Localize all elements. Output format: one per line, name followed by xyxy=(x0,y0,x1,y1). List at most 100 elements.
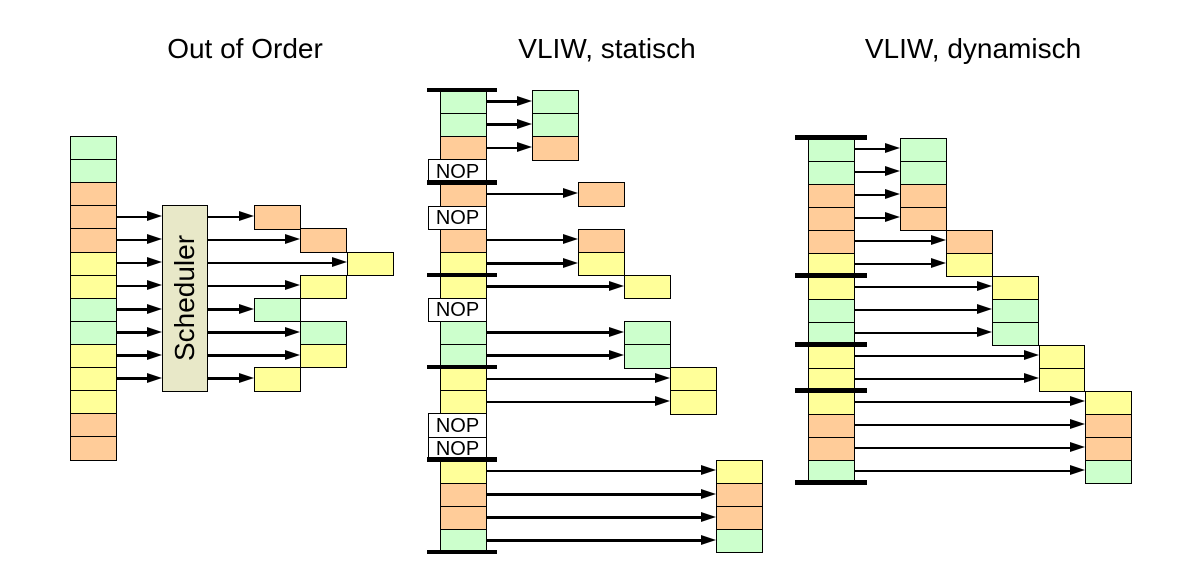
arrow-line xyxy=(487,192,566,196)
instruction-block xyxy=(808,206,855,231)
arrow-line xyxy=(117,377,150,380)
issue-slot-block xyxy=(716,505,763,531)
arrow-head xyxy=(239,211,254,222)
instruction-block xyxy=(808,344,855,369)
arrow-line xyxy=(487,516,704,519)
arrow-line xyxy=(487,354,612,357)
arrow-head xyxy=(977,327,993,338)
word-divider xyxy=(427,364,497,370)
issue-slot-block xyxy=(578,182,625,207)
arrow-head xyxy=(1023,350,1039,361)
arrow-head xyxy=(885,143,900,154)
word-divider xyxy=(427,549,497,555)
issue-slot-block xyxy=(532,136,579,161)
arrow-line xyxy=(208,284,289,288)
issue-slot-block xyxy=(578,251,625,277)
instruction-block xyxy=(808,459,855,484)
arrow-head xyxy=(655,396,670,407)
arrow-head xyxy=(285,326,301,337)
instruction-block xyxy=(70,205,117,230)
arrow-head xyxy=(701,488,716,499)
issue-slot-block xyxy=(992,275,1040,300)
issue-slot-block xyxy=(532,90,579,115)
issue-slot-block xyxy=(624,274,671,300)
word-divider xyxy=(427,87,497,93)
issued-instruction-block xyxy=(254,297,301,323)
issue-slot-block xyxy=(900,137,947,162)
issue-slot-block xyxy=(1084,413,1132,438)
instruction-block xyxy=(808,137,855,162)
nop-block: NOP xyxy=(428,205,487,231)
arrow-head xyxy=(331,257,347,268)
word-divider xyxy=(427,180,497,185)
word-divider xyxy=(795,388,867,393)
arrow-head xyxy=(885,189,900,200)
panel-title-vliw-static: VLIW, statisch xyxy=(518,33,696,64)
arrow-line xyxy=(854,193,888,197)
arrow-line xyxy=(208,377,242,380)
arrow-line xyxy=(854,308,981,312)
instruction-block xyxy=(440,344,487,369)
issue-slot-block xyxy=(900,183,947,208)
arrow-line xyxy=(117,215,150,219)
arrow-head xyxy=(147,257,162,268)
arrow-head xyxy=(977,304,993,315)
arrow-line xyxy=(854,170,888,174)
arrow-line xyxy=(117,331,150,334)
issued-instruction-block xyxy=(300,274,348,300)
issue-slot-block xyxy=(532,113,579,138)
arrow-head xyxy=(609,326,624,337)
arrow-head xyxy=(147,303,162,314)
word-divider xyxy=(795,342,867,347)
arrow-head xyxy=(1069,419,1085,430)
arrow-line xyxy=(854,423,1073,427)
arrow-line xyxy=(487,285,612,288)
arrow-head xyxy=(931,258,947,269)
arrow-head xyxy=(1023,373,1039,384)
issued-instruction-block xyxy=(300,228,348,253)
arrow-line xyxy=(117,354,150,357)
arrow-line xyxy=(117,284,150,288)
word-divider xyxy=(795,480,867,485)
instruction-block xyxy=(808,183,855,208)
arrow-line xyxy=(117,261,150,265)
arrow-head xyxy=(147,326,162,337)
instruction-block xyxy=(808,436,855,461)
arrow-head xyxy=(609,349,624,360)
arrow-line xyxy=(854,377,1027,381)
issue-slot-block xyxy=(1038,344,1086,369)
arrow-line xyxy=(117,238,150,242)
panel-title-out-of-order: Out of Order xyxy=(167,33,323,64)
arrow-line xyxy=(854,331,981,335)
instruction-block xyxy=(70,251,117,277)
instruction-block xyxy=(440,390,487,415)
issue-slot-block xyxy=(1084,390,1132,415)
issued-instruction-block xyxy=(254,367,301,392)
instruction-block xyxy=(808,413,855,438)
arrow-line xyxy=(487,238,566,242)
arrow-line xyxy=(208,261,335,265)
scheduler-label: Scheduler xyxy=(169,235,200,362)
arrow-head xyxy=(1069,465,1085,476)
word-divider xyxy=(427,272,497,278)
arrow-head xyxy=(1069,396,1085,407)
arrow-head xyxy=(977,281,993,292)
arrow-line xyxy=(487,539,704,542)
arrow-head xyxy=(239,372,254,383)
arrow-line xyxy=(487,100,520,103)
nop-block: NOP xyxy=(428,159,487,184)
arrow-line xyxy=(208,238,289,242)
instruction-block xyxy=(70,159,117,184)
arrow-head xyxy=(655,373,670,383)
arrow-line xyxy=(854,400,1073,404)
panel-title-vliw-dynamic: VLIW, dynamisch xyxy=(864,33,1082,64)
instruction-block xyxy=(808,229,855,254)
arrow-head xyxy=(885,166,900,177)
arrow-head xyxy=(285,349,301,360)
nop-block: NOP xyxy=(428,413,487,438)
arrow-line xyxy=(487,493,704,496)
arrow-line xyxy=(854,285,981,289)
issue-slot-block xyxy=(992,321,1040,346)
arrow-line xyxy=(854,239,935,243)
